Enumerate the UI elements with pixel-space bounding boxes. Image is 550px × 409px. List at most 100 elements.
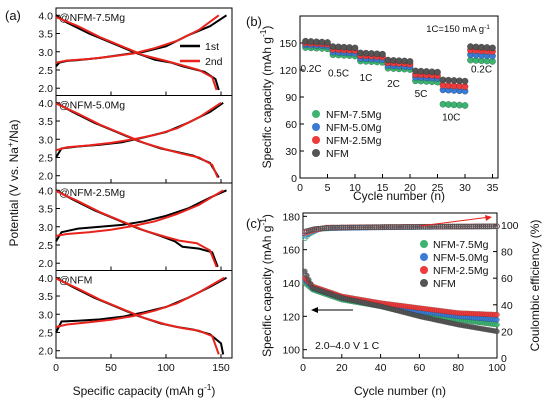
efficiency-point xyxy=(424,224,431,230)
y-tick-label: 3.0 xyxy=(38,222,53,234)
subplot-0: 2.0 2.5 3.0 3.5 4.0 @NFM-7.5Mg 1st 2nd xyxy=(38,7,233,96)
y-tick-label: 0 xyxy=(291,173,297,185)
efficiency-point xyxy=(397,224,403,230)
efficiency-point xyxy=(447,223,454,230)
legend-label: NFM-5.0Mg xyxy=(433,252,489,264)
x-tick-label: 25 xyxy=(432,182,444,194)
x-tick-label: 0 xyxy=(300,362,306,374)
efficiency-point xyxy=(333,224,339,231)
y2-tick-label: 20 xyxy=(501,326,513,338)
x-tick-label: 100 xyxy=(157,362,175,374)
efficiency-point xyxy=(410,224,417,230)
y-tick-label: 2.0 xyxy=(38,258,53,270)
y-tick-label: 4.0 xyxy=(38,10,53,22)
point-nfm xyxy=(324,39,331,46)
panel-label-b: (b) xyxy=(246,14,262,29)
x-tick-label: 0 xyxy=(53,362,59,374)
rate-label: 5C xyxy=(415,89,428,100)
y-tick-label: 4.0 xyxy=(38,273,53,285)
capacity-point xyxy=(494,328,500,335)
panel-b: (b) 0 30 60 90 120 150 0 5 10 15 20 25 30 35 1C=150 mA … xyxy=(246,14,499,203)
efficiency-point xyxy=(354,224,361,231)
efficiency-point xyxy=(368,224,374,231)
arrow-right-head xyxy=(485,215,492,221)
legend-label: NFM xyxy=(433,278,456,290)
efficiency-point xyxy=(443,223,450,230)
x-tick-label: 100 xyxy=(488,362,506,374)
legend-label: NFM-7.5Mg xyxy=(433,239,489,251)
subplot-label: @NFM-7.5Mg xyxy=(59,12,125,24)
point-nfm xyxy=(406,57,414,65)
efficiency-point xyxy=(476,223,483,230)
curve-2nd-discharge xyxy=(55,277,220,355)
efficiency-point xyxy=(340,224,347,231)
x-tick-label: 10 xyxy=(349,182,361,194)
legend-marker xyxy=(312,123,320,131)
y-tick-label: 4.0 xyxy=(38,98,53,110)
y-axis-label: Specific capacity (mAh g-1) xyxy=(258,26,274,169)
point-nfm xyxy=(351,44,359,52)
y-tick-label: 2.5 xyxy=(38,152,53,164)
efficiency-point xyxy=(373,224,380,231)
rate-label: 2C xyxy=(387,79,400,90)
curve-2nd-charge xyxy=(55,276,225,328)
efficiency-point xyxy=(331,224,337,231)
y-tick-label: 180 xyxy=(282,211,300,223)
efficiency-point xyxy=(362,224,368,231)
y-tick-label: 3.5 xyxy=(38,204,53,216)
efficiency-point xyxy=(453,223,460,230)
rate-annotation: 1C=150 mA g-1 xyxy=(426,24,490,36)
capacity-point xyxy=(494,316,500,323)
condition-annotation: 2.0–4.0 V 1 C xyxy=(315,340,380,352)
rate-label: 0.5C xyxy=(328,68,349,79)
y-tick-label: 120 xyxy=(279,65,297,77)
x-axis-label: Cycle number (n) xyxy=(353,189,445,203)
panel-a: (a) 2.0 2.5 3.0 3.5 4.0 @NFM-7.5Mg 1st 2nd 2.0 2.5… xyxy=(5,7,233,398)
efficiency-point xyxy=(486,223,493,230)
x-tick-label: 0 xyxy=(297,182,303,194)
y-tick-label: 3.0 xyxy=(38,47,53,59)
subplot-label: @NFM-5.0Mg xyxy=(59,100,125,112)
subplot-3: 2.0 2.5 3.0 3.5 4.0 @NFM xyxy=(38,270,233,359)
efficiency-point xyxy=(451,223,458,230)
legend-label: NFM-7.5Mg xyxy=(326,109,382,121)
rate-label: 0.2C xyxy=(300,64,321,75)
efficiency-point xyxy=(414,224,421,230)
legend-marker xyxy=(312,110,320,118)
y2-tick-label: 40 xyxy=(501,300,513,312)
efficiency-point xyxy=(482,223,489,230)
efficiency-point xyxy=(494,223,500,230)
legend-marker xyxy=(312,149,320,157)
capacity-point xyxy=(494,311,500,318)
efficiency-point xyxy=(439,223,446,230)
panel-label-a: (a) xyxy=(5,8,21,23)
efficiency-point xyxy=(344,224,351,231)
efficiency-point xyxy=(391,224,398,230)
efficiency-point xyxy=(422,224,429,230)
plot-frame xyxy=(302,212,498,359)
efficiency-point xyxy=(377,224,384,231)
efficiency-point xyxy=(352,224,359,231)
y-tick-label: 150 xyxy=(279,38,297,50)
efficiency-point xyxy=(478,223,485,230)
y-tick-label: 120 xyxy=(282,311,300,323)
y2-axis-label: Coulombic efficiency (%) xyxy=(528,220,542,352)
x-tick-label: 150 xyxy=(212,362,230,374)
efficiency-point xyxy=(356,224,363,231)
curve-2nd-discharge xyxy=(55,16,218,91)
efficiency-point xyxy=(406,224,413,230)
arrow-right-line xyxy=(419,216,491,227)
y-tick-label: 4.0 xyxy=(38,185,53,197)
point-nfm xyxy=(461,77,469,85)
efficiency-point xyxy=(435,223,442,230)
y-tick-label: 90 xyxy=(285,92,297,104)
efficiency-point xyxy=(387,224,394,230)
efficiency-point xyxy=(474,223,481,230)
efficiency-point xyxy=(408,224,415,230)
efficiency-point xyxy=(327,225,334,231)
legend-label: NFM-5.0Mg xyxy=(326,122,382,134)
legend-label: NFM-2.5Mg xyxy=(326,135,382,147)
legend-marker xyxy=(420,240,428,248)
